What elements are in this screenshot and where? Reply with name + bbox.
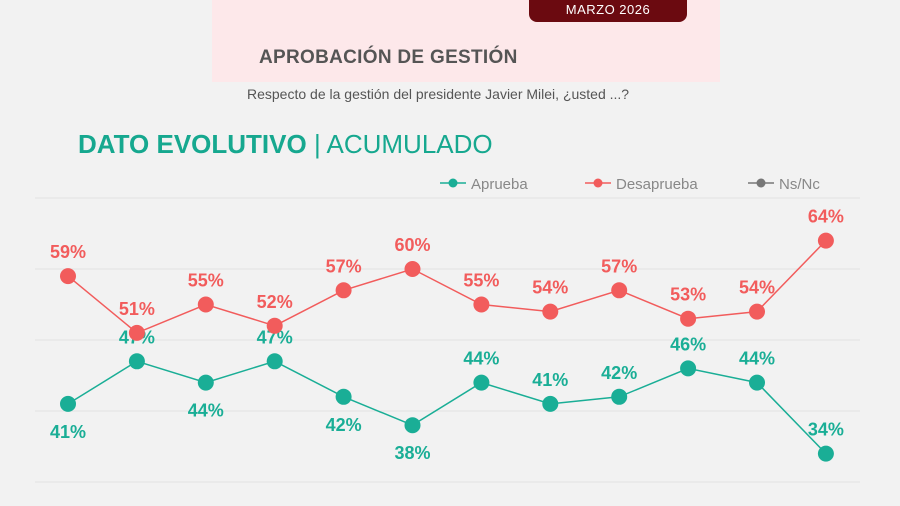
data-label: 47%: [257, 327, 293, 347]
data-point: [128, 324, 145, 341]
chart-title: DATO EVOLUTIVO | ACUMULADO: [78, 129, 493, 160]
data-point: [60, 395, 76, 412]
legend-marker: [593, 178, 603, 188]
data-point: [266, 353, 283, 370]
data-point: [404, 261, 421, 277]
chart-title-separator: |: [306, 129, 327, 159]
data-label: 60%: [394, 235, 430, 255]
data-point: [60, 268, 76, 285]
data-label: 57%: [601, 256, 637, 276]
data-point: [749, 374, 765, 391]
data-point: [680, 360, 697, 377]
page-title: APROBACIÓN DE GESTIÓN: [259, 47, 518, 68]
data-label: 53%: [670, 285, 706, 305]
data-label: 54%: [739, 278, 775, 298]
data-label: 46%: [670, 334, 706, 354]
data-point: [266, 317, 283, 334]
data-point: [128, 353, 145, 370]
data-label: 55%: [188, 271, 224, 291]
data-point: [197, 296, 214, 313]
data-label: 54%: [532, 278, 568, 298]
data-label: 57%: [326, 256, 362, 276]
data-label: 44%: [188, 401, 224, 421]
date-badge: MARZO 2026: [529, 0, 687, 22]
data-label: 44%: [463, 349, 499, 369]
data-point: [473, 374, 490, 391]
chart-title-light: ACUMULADO: [326, 129, 493, 159]
data-point: [542, 303, 559, 320]
series-line-aprueba: [67, 360, 827, 455]
legend-label: Desaprueba: [616, 176, 698, 193]
data-label: 55%: [463, 271, 499, 291]
series-line-desaprueba: [67, 240, 827, 334]
legend-label: Ns/Nc: [779, 176, 820, 193]
data-point: [817, 232, 834, 249]
data-label: 41%: [50, 422, 86, 442]
question-text: Respecto de la gestión del presidente Ja…: [247, 86, 630, 102]
data-label: 52%: [257, 292, 293, 312]
data-point: [404, 417, 421, 434]
data-label: 42%: [326, 415, 362, 435]
data-point: [611, 388, 628, 405]
data-point: [335, 388, 352, 405]
data-label: 44%: [739, 349, 775, 369]
data-point: [197, 374, 214, 391]
data-label: 41%: [532, 370, 568, 390]
data-label: 59%: [50, 242, 86, 262]
legend-label: Aprueba: [471, 176, 528, 193]
data-label: 42%: [601, 363, 637, 383]
data-point: [680, 310, 697, 327]
legend-marker: [756, 178, 766, 188]
data-label: 38%: [394, 443, 430, 463]
data-label: 51%: [119, 299, 155, 319]
data-point: [542, 395, 559, 412]
legend-marker: [448, 178, 458, 188]
data-point: [473, 296, 490, 313]
data-label: 34%: [808, 420, 844, 440]
data-label: 64%: [808, 207, 844, 227]
data-point: [611, 282, 628, 299]
data-point: [749, 303, 765, 320]
data-point: [817, 445, 834, 462]
data-point: [335, 282, 352, 299]
chart-title-bold: DATO EVOLUTIVO: [78, 129, 307, 159]
